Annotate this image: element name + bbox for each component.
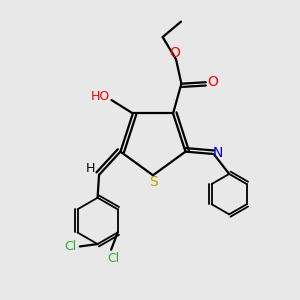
Text: Cl: Cl	[107, 252, 120, 265]
Text: H: H	[86, 162, 95, 175]
Text: O: O	[169, 46, 180, 60]
Text: O: O	[207, 75, 218, 89]
Text: S: S	[149, 175, 158, 189]
Text: HO: HO	[91, 90, 110, 103]
Text: Cl: Cl	[65, 240, 77, 253]
Text: N: N	[213, 146, 224, 160]
